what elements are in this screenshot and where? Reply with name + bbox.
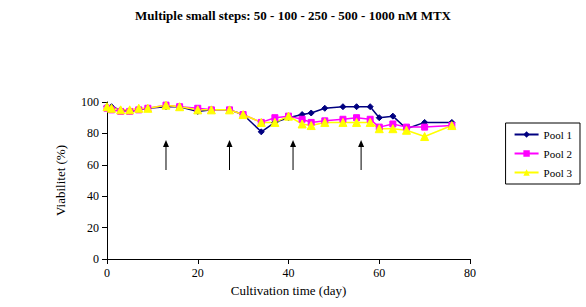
svg-text:80: 80 [464, 266, 476, 280]
svg-text:Viabilitet (%): Viabilitet (%) [53, 145, 68, 216]
svg-text:Pool 1: Pool 1 [544, 129, 572, 141]
svg-text:Pool 3: Pool 3 [544, 167, 573, 179]
svg-text:60: 60 [87, 158, 99, 172]
svg-text:60: 60 [373, 266, 385, 280]
svg-text:100: 100 [81, 95, 99, 109]
svg-text:20: 20 [192, 266, 204, 280]
svg-text:Pool 2: Pool 2 [544, 148, 572, 160]
svg-text:Multiple small steps: 50 - 100: Multiple small steps: 50 - 100 - 250 - 5… [135, 8, 452, 23]
svg-text:40: 40 [87, 189, 99, 203]
svg-text:0: 0 [104, 266, 110, 280]
svg-text:Cultivation time (day): Cultivation time (day) [231, 283, 347, 298]
svg-text:20: 20 [87, 221, 99, 235]
svg-text:80: 80 [87, 126, 99, 140]
svg-text:40: 40 [283, 266, 295, 280]
svg-text:0: 0 [93, 252, 99, 266]
